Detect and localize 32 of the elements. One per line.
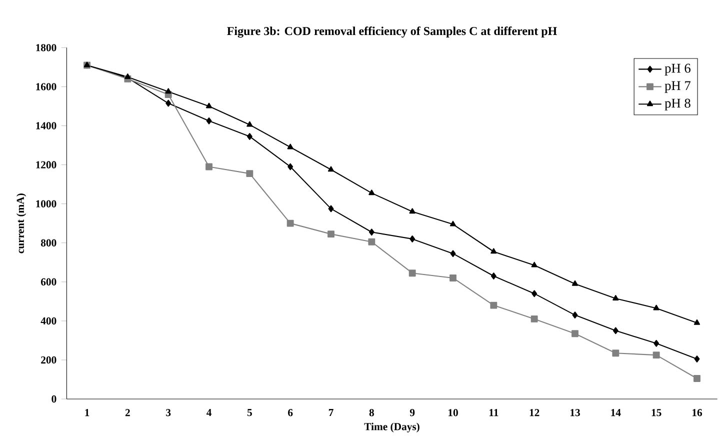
x-tick-label: 14 [611,409,621,416]
y-tick-label: 1000 [36,200,56,208]
y-tick-label: 1200 [36,161,56,168]
y-tick-label: 200 [41,356,56,364]
x-tick-label: 10 [448,409,458,416]
y-tick-label: 1400 [36,122,56,130]
legend-label: pH 7 [664,81,690,93]
legend-label: pH 8 [664,98,690,110]
x-tick-label: 7 [328,409,334,416]
y-tick-label: 1800 [36,44,56,52]
x-tick-label: 3 [166,409,171,416]
x-tick-label: 8 [369,409,374,416]
legend-label: pH 6 [664,64,690,76]
x-tick-label: 6 [288,409,293,416]
y-tick-label: 600 [40,278,56,286]
x-tick-label: 15 [652,409,662,416]
x-axis-title: Time (Days) [364,422,420,432]
x-tick-label: 12 [530,409,540,416]
chart-title: Figure 3b: COD removal efficiency of Samples C at different pH [227,26,557,38]
y-axis-title: current (mA) [16,194,26,254]
x-tick-label: 9 [410,409,415,416]
x-tick-label: 4 [206,409,212,416]
x-tick-label: 16 [692,409,702,416]
x-tick-label: 2 [125,409,130,416]
x-tick-label: 13 [570,409,580,416]
x-tick-label: 1 [85,409,90,416]
x-tick-label: 5 [247,409,252,416]
x-tick-label: 11 [489,409,498,416]
y-tick-label: 0 [52,395,56,403]
y-tick-label: 1600 [36,83,56,90]
y-tick-label: 800 [40,239,56,246]
y-tick-label: 400 [40,317,56,325]
